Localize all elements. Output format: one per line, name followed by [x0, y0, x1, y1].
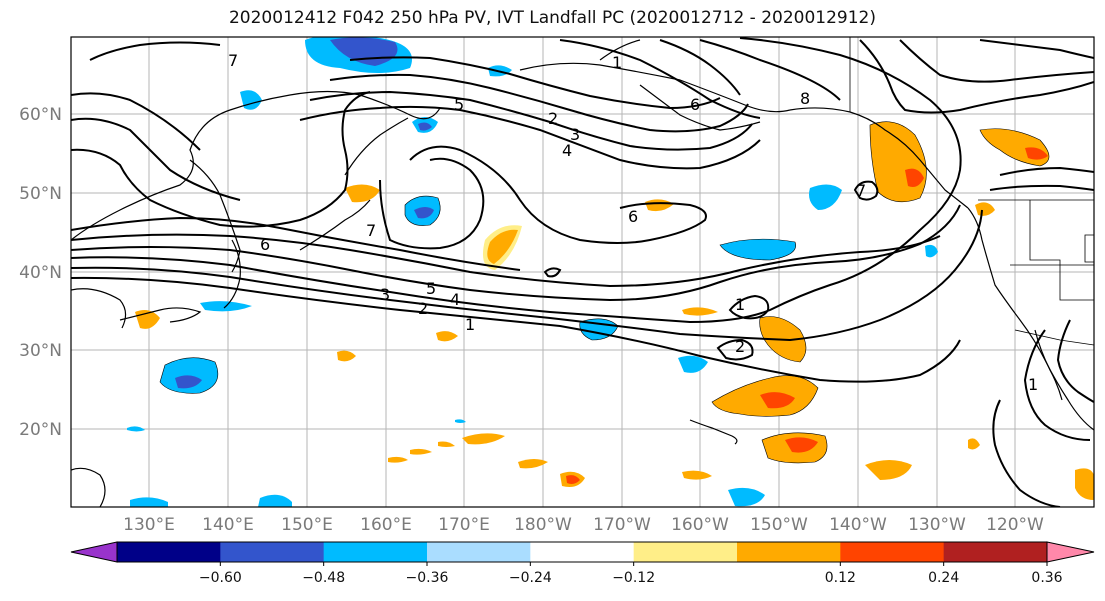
colorbar-extend-min: [70, 541, 118, 563]
colorbar-bin: [530, 542, 635, 562]
lat-label: 20°N: [19, 420, 62, 440]
contour-label: 1: [465, 315, 475, 334]
contour-label: 5: [426, 279, 436, 298]
contour-label: 7: [228, 51, 238, 70]
colorbar-bin: [427, 542, 531, 562]
contour-label: 6: [628, 207, 638, 226]
contour-label: 4: [562, 141, 572, 160]
contour-label: 2: [735, 337, 745, 356]
lon-label: 130°E: [123, 515, 175, 535]
lon-label: 150°W: [750, 515, 808, 535]
colorbar-tick-label: 0.12: [825, 570, 856, 586]
contour-label: 6: [690, 95, 700, 114]
lat-label: 40°N: [19, 263, 62, 283]
lon-label: 180°W: [514, 515, 572, 535]
colorbar-tick-label: 0.24: [928, 570, 959, 586]
colorbar-tick-label: −0.12: [612, 570, 655, 586]
contour-label: 5: [454, 95, 464, 114]
contour-label: 6: [260, 235, 270, 254]
contour-label: 2: [418, 299, 428, 318]
lat-label: 30°N: [19, 341, 62, 361]
lon-label: 160°E: [360, 515, 412, 535]
latitude-labels: 60°N 50°N 40°N 30°N 20°N: [19, 105, 62, 440]
colorbar: −0.60−0.48−0.36−0.24−0.120.120.240.360.4…: [70, 541, 1095, 586]
colorbar-bin: [943, 542, 1048, 562]
contour-label: 2: [548, 109, 558, 128]
colorbar-bin: [117, 542, 221, 562]
contour-label: 8: [800, 89, 810, 108]
lon-label: 150°E: [281, 515, 333, 535]
colorbar-tick-label: −0.24: [509, 570, 552, 586]
map-title: 2020012412 F042 250 hPa PV, IVT Landfall…: [228, 8, 876, 28]
lon-label: 120°W: [986, 515, 1044, 535]
colorbar-tick-label: −0.36: [406, 570, 449, 586]
lat-label: 60°N: [19, 105, 62, 125]
political-borders: [849, 37, 1094, 346]
contour-label: 3: [570, 125, 580, 144]
lon-label: 140°W: [829, 515, 887, 535]
colorbar-bin: [220, 542, 325, 562]
lat-label: 50°N: [19, 184, 62, 204]
contour-label: 4: [450, 290, 460, 309]
lon-label: 170°W: [593, 515, 651, 535]
contour-label: 7: [856, 181, 866, 200]
contour-label: 1: [735, 295, 745, 314]
contour-label: 7: [366, 221, 376, 240]
colorbar-tick-label: 0.36: [1031, 570, 1062, 586]
lon-label: 130°W: [908, 515, 966, 535]
lon-label: 170°E: [438, 515, 490, 535]
colorbar-bin: [840, 542, 945, 562]
shading-outlines: [159, 121, 1050, 464]
colorbar-tick-label: −0.60: [199, 570, 242, 586]
lon-label: 160°W: [671, 515, 729, 535]
map-frame: [70, 36, 1095, 508]
contour-label: 1: [1028, 375, 1038, 394]
longitude-labels: 130°E 140°E 150°E 160°E 170°E 180°W 170°…: [123, 515, 1044, 535]
ivt-contours: [71, 37, 1094, 507]
colorbar-tick-label: −0.48: [302, 570, 345, 586]
contour-label: 3: [380, 285, 390, 304]
pv-negative-shading: [127, 37, 938, 507]
colorbar-bin: [323, 542, 428, 562]
contour-label: 1: [612, 53, 622, 72]
contour-labels: 7 6 5 4 3 2 1 7 6 5 4 3 2 1 2 1 6 7 8 1: [228, 51, 1038, 394]
colorbar-extend-max: [1046, 541, 1095, 563]
colorbar-bin: [633, 542, 738, 562]
colorbar-bin: [737, 542, 841, 562]
lon-label: 140°E: [202, 515, 254, 535]
